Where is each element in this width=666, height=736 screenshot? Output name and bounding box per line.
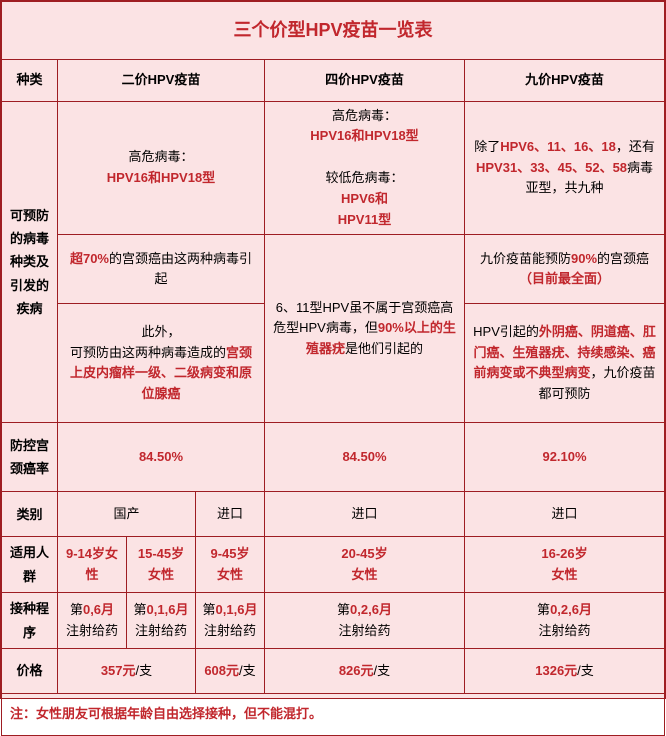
note-row: 注：女性朋友可根据年龄自由选择接种，但不能混打。 bbox=[2, 693, 665, 735]
cell-rate-quad: 84.50% bbox=[265, 423, 465, 492]
header-nonavalent: 九价HPV疫苗 bbox=[465, 59, 665, 101]
label-schedule: 接种程序 bbox=[2, 593, 58, 649]
age-row: 适用人群 9-14岁女性 15-45岁女性 9-45岁女性 20-45岁女性 1… bbox=[2, 537, 665, 593]
table-title: 三个价型HPV疫苗一览表 bbox=[2, 2, 665, 60]
cell-quad-virus2: 6、11型HPV虽不属于宫颈癌高危型HPV病毒，但90%以上的生殖器疣是他们引起… bbox=[265, 235, 465, 423]
cell-sch-bi2: 第0,1,6月注射给药 bbox=[127, 593, 196, 649]
footnote: 注：女性朋友可根据年龄自由选择接种，但不能混打。 bbox=[2, 693, 665, 735]
category-row: 类别 国产 进口 进口 进口 bbox=[2, 492, 665, 537]
cell-rate-bi: 84.50% bbox=[58, 423, 265, 492]
cell-price-nine: 1326元/支 bbox=[465, 648, 665, 693]
cell-bi-virus1: 高危病毒： HPV16和HPV18型 bbox=[58, 101, 265, 235]
label-price: 价格 bbox=[2, 648, 58, 693]
virus-row-2: 超70%的宫颈癌由这两种病毒引起 6、11型HPV虽不属于宫颈癌高危型HPV病毒… bbox=[2, 235, 665, 304]
cell-cat-import2: 进口 bbox=[265, 492, 465, 537]
cell-cat-import1: 进口 bbox=[196, 492, 265, 537]
cell-nine-virus1: 除了HPV6、11、16、18，还有HPV31、33、45、52、58病毒亚型，… bbox=[465, 101, 665, 235]
cell-price-quad: 826元/支 bbox=[265, 648, 465, 693]
cell-age-bi2: 15-45岁女性 bbox=[127, 537, 196, 593]
cell-cat-import3: 进口 bbox=[465, 492, 665, 537]
table-container: 三个价型HPV疫苗一览表 种类 二价HPV疫苗 四价HPV疫苗 九价HPV疫苗 … bbox=[0, 0, 666, 699]
cell-age-quad: 20-45岁女性 bbox=[265, 537, 465, 593]
price-row: 价格 357元/支 608元/支 826元/支 1326元/支 bbox=[2, 648, 665, 693]
schedule-row: 接种程序 第0,6月注射给药 第0,1,6月注射给药 第0,1,6月注射给药 第… bbox=[2, 593, 665, 649]
header-bivalent: 二价HPV疫苗 bbox=[58, 59, 265, 101]
cell-quad-virus1: 高危病毒： HPV16和HPV18型 较低危病毒： HPV6和 HPV11型 bbox=[265, 101, 465, 235]
title-row: 三个价型HPV疫苗一览表 bbox=[2, 2, 665, 60]
cell-price-bi2: 608元/支 bbox=[196, 648, 265, 693]
cell-bi-virus2: 超70%的宫颈癌由这两种病毒引起 bbox=[58, 235, 265, 304]
cell-age-bi1: 9-14岁女性 bbox=[58, 537, 127, 593]
cell-nine-virus2: 九价疫苗能预防90%的宫颈癌 （目前最全面） bbox=[465, 235, 665, 304]
label-virus: 可预防的病毒种类及引发的疾病 bbox=[2, 101, 58, 423]
cell-sch-nine: 第0,2,6月注射给药 bbox=[465, 593, 665, 649]
label-category: 类别 bbox=[2, 492, 58, 537]
cell-bi-virus3: 此外， 可预防由这两种病毒造成的宫颈上皮内瘤样一级、二级病变和原位腺癌 bbox=[58, 304, 265, 423]
cell-sch-quad: 第0,2,6月注射给药 bbox=[265, 593, 465, 649]
rate-row: 防控宫颈癌率 84.50% 84.50% 92.10% bbox=[2, 423, 665, 492]
header-quadrivalent: 四价HPV疫苗 bbox=[265, 59, 465, 101]
header-row: 种类 二价HPV疫苗 四价HPV疫苗 九价HPV疫苗 bbox=[2, 59, 665, 101]
cell-rate-nine: 92.10% bbox=[465, 423, 665, 492]
cell-sch-bi3: 第0,1,6月注射给药 bbox=[196, 593, 265, 649]
hpv-table: 三个价型HPV疫苗一览表 种类 二价HPV疫苗 四价HPV疫苗 九价HPV疫苗 … bbox=[1, 1, 665, 736]
header-type: 种类 bbox=[2, 59, 58, 101]
cell-price-bi1: 357元/支 bbox=[58, 648, 196, 693]
label-rate: 防控宫颈癌率 bbox=[2, 423, 58, 492]
cell-sch-bi1: 第0,6月注射给药 bbox=[58, 593, 127, 649]
virus-row-1: 可预防的病毒种类及引发的疾病 高危病毒： HPV16和HPV18型 高危病毒： … bbox=[2, 101, 665, 235]
cell-age-nine: 16-26岁女性 bbox=[465, 537, 665, 593]
cell-cat-domestic: 国产 bbox=[58, 492, 196, 537]
cell-nine-virus3: HPV引起的外阴癌、阴道癌、肛门癌、生殖器疣、持续感染、癌前病变或不典型病变，九… bbox=[465, 304, 665, 423]
cell-age-bi3: 9-45岁女性 bbox=[196, 537, 265, 593]
label-age: 适用人群 bbox=[2, 537, 58, 593]
